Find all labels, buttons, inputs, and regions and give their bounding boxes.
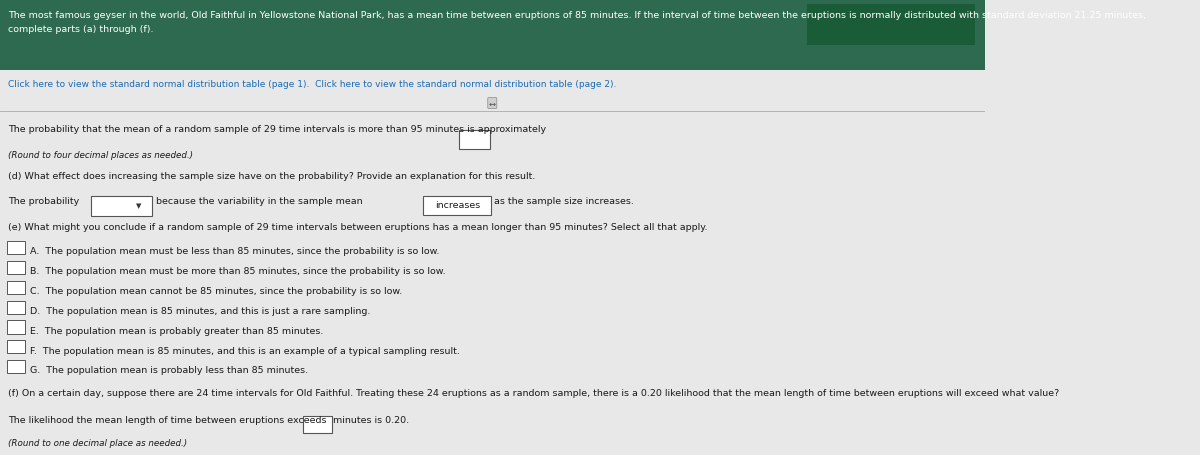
FancyBboxPatch shape [7, 360, 25, 373]
Text: The probability that the mean of a random sample of 29 time intervals is more th: The probability that the mean of a rando… [8, 125, 546, 134]
Text: (d) What effect does increasing the sample size have on the probability? Provide: (d) What effect does increasing the samp… [8, 172, 535, 181]
Text: The most famous geyser in the world, Old Faithful in Yellowstone National Park, : The most famous geyser in the world, Old… [8, 11, 1146, 20]
Text: Click here to view the standard normal distribution table (page 1).  Click here : Click here to view the standard normal d… [8, 80, 617, 89]
FancyBboxPatch shape [808, 5, 974, 46]
FancyBboxPatch shape [7, 321, 25, 334]
Text: E.  The population mean is probably greater than 85 minutes.: E. The population mean is probably great… [30, 326, 323, 335]
Text: ▼: ▼ [137, 202, 142, 209]
FancyBboxPatch shape [7, 241, 25, 254]
Text: (f) On a certain day, suppose there are 24 time intervals for Old Faithful. Trea: (f) On a certain day, suppose there are … [8, 388, 1060, 397]
FancyBboxPatch shape [458, 131, 491, 150]
FancyBboxPatch shape [7, 301, 25, 314]
Text: minutes is 0.20.: minutes is 0.20. [332, 415, 409, 424]
Text: as the sample size increases.: as the sample size increases. [494, 197, 634, 206]
FancyBboxPatch shape [0, 0, 984, 71]
FancyBboxPatch shape [7, 261, 25, 274]
Text: A.  The population mean must be less than 85 minutes, since the probability is s: A. The population mean must be less than… [30, 247, 439, 256]
Text: (Round to four decimal places as needed.): (Round to four decimal places as needed.… [8, 151, 193, 160]
Text: The probability: The probability [8, 197, 79, 206]
Text: complete parts (a) through (f).: complete parts (a) through (f). [8, 25, 154, 34]
FancyBboxPatch shape [0, 71, 984, 455]
Text: because the variability in the sample mean: because the variability in the sample me… [156, 197, 362, 206]
FancyBboxPatch shape [7, 281, 25, 294]
Text: F.  The population mean is 85 minutes, and this is an example of a typical sampl: F. The population mean is 85 minutes, an… [30, 346, 460, 355]
Text: (Round to one decimal place as needed.): (Round to one decimal place as needed.) [8, 438, 187, 447]
Text: The likelihood the mean length of time between eruptions exceeds: The likelihood the mean length of time b… [8, 415, 326, 424]
Text: D.  The population mean is 85 minutes, and this is just a rare sampling.: D. The population mean is 85 minutes, an… [30, 307, 370, 316]
Text: C.  The population mean cannot be 85 minutes, since the probability is so low.: C. The population mean cannot be 85 minu… [30, 287, 402, 296]
FancyBboxPatch shape [90, 197, 151, 217]
FancyBboxPatch shape [304, 416, 331, 433]
Text: ↔: ↔ [488, 99, 496, 108]
FancyBboxPatch shape [424, 197, 491, 216]
Text: increases: increases [434, 201, 480, 210]
Text: (e) What might you conclude if a random sample of 29 time intervals between erup: (e) What might you conclude if a random … [8, 222, 707, 231]
FancyBboxPatch shape [7, 340, 25, 354]
Text: G.  The population mean is probably less than 85 minutes.: G. The population mean is probably less … [30, 365, 307, 374]
Text: B.  The population mean must be more than 85 minutes, since the probability is s: B. The population mean must be more than… [30, 267, 445, 276]
